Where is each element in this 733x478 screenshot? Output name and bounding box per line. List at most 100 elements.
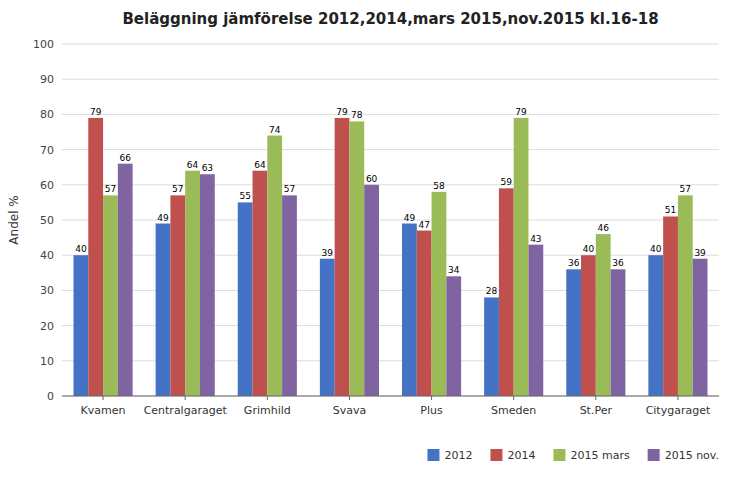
bar xyxy=(88,118,103,396)
bar xyxy=(185,171,200,396)
y-tick-label: 60 xyxy=(40,179,54,192)
y-tick-label: 100 xyxy=(33,38,54,51)
legend-label: 2012 xyxy=(444,449,472,462)
data-label: 40 xyxy=(583,244,595,254)
bar xyxy=(417,231,432,396)
x-tick-label: Plus xyxy=(420,404,443,417)
y-tick-label: 30 xyxy=(40,284,54,297)
data-label: 51 xyxy=(665,205,676,215)
x-tick xyxy=(349,396,350,400)
x-axis-line xyxy=(62,396,719,397)
legend-item: 2015 mars xyxy=(553,449,629,462)
data-label: 79 xyxy=(90,107,102,117)
bar xyxy=(267,136,282,396)
bar xyxy=(253,171,268,396)
data-label: 36 xyxy=(612,258,624,268)
grid-line xyxy=(62,396,719,397)
legend-label: 2014 xyxy=(507,449,535,462)
x-tick xyxy=(185,396,186,400)
bar xyxy=(170,195,185,396)
y-tick-label: 50 xyxy=(40,214,54,227)
bar xyxy=(446,276,461,396)
grid-line xyxy=(62,114,719,115)
grid xyxy=(62,44,719,396)
title: Beläggning jämförelse 2012,2014,mars 201… xyxy=(122,10,658,28)
data-labels: 4049553949283640795764794759405157647478… xyxy=(75,107,706,297)
x-tick xyxy=(677,396,678,400)
x-tick xyxy=(267,396,268,400)
data-label: 57 xyxy=(284,184,295,194)
legend-label: 2015 mars xyxy=(570,449,629,462)
bar xyxy=(320,259,335,396)
x-tick xyxy=(431,396,432,400)
bar xyxy=(678,195,693,396)
bar xyxy=(611,269,626,396)
x-tick xyxy=(103,396,104,400)
legend: 2012 2014 2015 mars 2015 nov. xyxy=(427,449,719,462)
data-label: 74 xyxy=(269,125,281,135)
bar xyxy=(432,192,447,396)
bar xyxy=(73,255,88,396)
data-label: 66 xyxy=(120,153,132,163)
data-label: 57 xyxy=(105,184,116,194)
legend-item: 2014 xyxy=(490,449,535,462)
y-tick-label: 80 xyxy=(40,108,54,121)
data-label: 59 xyxy=(501,177,513,187)
data-label: 79 xyxy=(515,107,527,117)
x-tick-label: Citygaraget xyxy=(646,404,711,417)
bar xyxy=(364,185,379,396)
bar xyxy=(103,195,118,396)
y-tick-label: 10 xyxy=(40,355,54,368)
data-label: 39 xyxy=(322,248,334,258)
bar xyxy=(596,234,611,396)
data-label: 64 xyxy=(254,160,266,170)
legend-swatch xyxy=(648,449,660,461)
data-label: 47 xyxy=(418,220,429,230)
legend-item: 2015 nov. xyxy=(648,449,719,462)
data-label: 34 xyxy=(448,265,460,275)
bar xyxy=(238,202,253,396)
data-label: 55 xyxy=(239,191,250,201)
legend-swatch xyxy=(490,449,502,461)
x-tick-label: Centralgaraget xyxy=(144,404,228,417)
y-tick-label: 0 xyxy=(47,390,54,403)
data-label: 36 xyxy=(568,258,580,268)
data-label: 46 xyxy=(597,223,609,233)
legend-swatch xyxy=(553,449,565,461)
data-label: 57 xyxy=(172,184,183,194)
bar xyxy=(156,224,171,396)
x-tick xyxy=(595,396,596,400)
bar xyxy=(402,224,417,396)
data-label: 79 xyxy=(336,107,348,117)
bar xyxy=(693,259,708,396)
data-label: 63 xyxy=(202,163,213,173)
x-tick-label: Grimhild xyxy=(244,404,291,417)
data-label: 40 xyxy=(650,244,662,254)
bar xyxy=(335,118,350,396)
chart-svg: Beläggning jämförelse 2012,2014,mars 201… xyxy=(0,0,733,478)
bar xyxy=(349,121,364,396)
data-label: 40 xyxy=(75,244,87,254)
bar xyxy=(118,164,133,396)
x-tick-label: Smeden xyxy=(491,404,536,417)
bar xyxy=(663,216,678,396)
legend-item: 2012 xyxy=(427,449,472,462)
bar xyxy=(648,255,663,396)
data-label: 78 xyxy=(351,110,363,120)
bar xyxy=(484,297,499,396)
data-label: 43 xyxy=(530,234,541,244)
bar xyxy=(514,118,529,396)
x-tick-label: Svava xyxy=(333,404,366,417)
chart-container: Beläggning jämförelse 2012,2014,mars 201… xyxy=(0,0,733,478)
y-axis-label: Andel % xyxy=(7,195,21,244)
data-label: 64 xyxy=(187,160,199,170)
grid-line xyxy=(62,44,719,45)
data-label: 49 xyxy=(157,213,169,223)
y-tick-label: 40 xyxy=(40,249,54,262)
bar xyxy=(528,245,543,396)
y-tick-label: 70 xyxy=(40,144,54,157)
y-tick-label: 20 xyxy=(40,320,54,333)
data-label: 39 xyxy=(694,248,706,258)
data-label: 58 xyxy=(433,181,445,191)
legend-label: 2015 nov. xyxy=(665,449,719,462)
